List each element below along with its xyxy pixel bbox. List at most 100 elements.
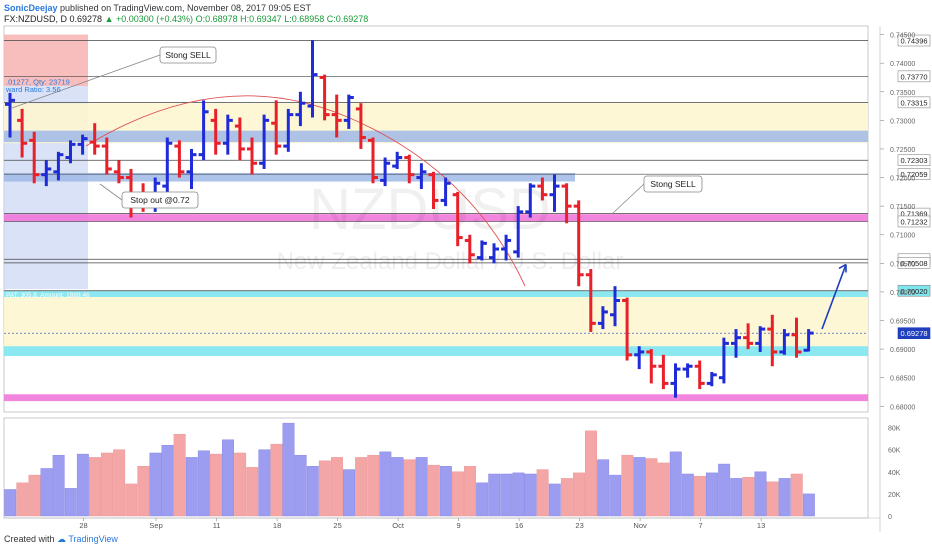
callout-strong-sell-1-pointer (11, 54, 161, 109)
created-with-text: Created with (4, 534, 55, 544)
volume-bar (802, 493, 815, 517)
volume-bar (464, 466, 476, 517)
volume-bar (331, 457, 343, 517)
level-price-box (897, 70, 931, 83)
volume-bar (585, 430, 597, 517)
volume-bar (282, 422, 295, 517)
x-tick-label: Sep (149, 521, 162, 530)
author-name[interactable]: SonicDeejay (4, 3, 58, 13)
volume-bar (790, 473, 803, 517)
open-value: O:0.68978 (195, 14, 238, 24)
position-profit-zone (4, 34, 88, 87)
watermark-ticker: NZDUSD (309, 177, 551, 242)
price-tick-label: 0.73000 (890, 118, 915, 125)
level-price-box (897, 284, 931, 297)
volume-bar (609, 474, 622, 517)
volume-bar (355, 457, 368, 517)
level-price-label: 0.72059 (900, 170, 927, 179)
price-tick-label: 0.74500 (890, 33, 915, 40)
horizontal-levels (4, 40, 868, 334)
callout-strong-sell-2-pointer (611, 183, 645, 215)
x-tick-label: 25 (333, 521, 341, 530)
volume-tick-label: 60K (888, 448, 901, 455)
volume-bar (512, 472, 525, 517)
volume-bar (76, 453, 89, 517)
level-price-label: 0.74396 (900, 37, 927, 46)
price-change: ▲ +0.00300 (+0.43%) (104, 14, 194, 24)
level-price-box (897, 168, 931, 180)
level-price-box (897, 154, 931, 167)
position-ratio-label: ward Ratio: 3.56 (5, 85, 61, 94)
level-price-label: 0.70508 (900, 259, 927, 268)
callout-stop-out-text: Stop out @0.72 (130, 195, 189, 205)
volume-bar (452, 471, 464, 517)
volume-bar (524, 473, 537, 517)
forecast-arrow (821, 264, 847, 330)
volume-bar (52, 454, 65, 517)
price-tick-label: 0.68000 (890, 404, 915, 411)
close-value: C:0.69278 (326, 14, 369, 24)
volume-bar (706, 472, 718, 517)
volume-bar (427, 464, 440, 517)
volume-bar (766, 481, 779, 517)
level-price-label: 0.70020 (900, 287, 927, 296)
tradingview-link[interactable]: TradingView (68, 534, 118, 544)
price-tick-label: 0.71500 (890, 204, 915, 211)
magenta-band-upper (4, 214, 868, 222)
volume-bar (379, 451, 392, 517)
volume-bar (185, 457, 198, 517)
chart-axes: 0.74396 0.73770 0.73315 0.72303 0.72059 0.713… (4, 26, 931, 532)
ohlc-bars (5, 40, 814, 398)
volume-bar (222, 439, 235, 517)
price-tick-label: 0.69000 (890, 347, 915, 354)
volume-bar (694, 475, 706, 517)
cyan-band-upper (4, 290, 868, 298)
volume-bar (16, 482, 29, 517)
volume-bar (488, 473, 501, 517)
volume-bar (28, 474, 41, 517)
volume-bar (536, 469, 549, 517)
level-price-label: 0.71232 (900, 217, 927, 226)
volume-bar (4, 489, 17, 517)
volume-bar (318, 460, 331, 517)
arc-drawing (85, 95, 526, 287)
volume-bar (548, 483, 561, 517)
x-tick-label: Nov (633, 521, 647, 530)
level-price-box (897, 34, 931, 47)
volume-tick-label: 0 (888, 514, 892, 521)
volume-bar (573, 472, 585, 517)
price-chart[interactable]: NZDUSD New Zealand Dollar / U.S. Dollar … (0, 24, 932, 532)
symbol-info: FX:NZDUSD, D 0.69278 ▲ +0.00300 (+0.43%)… (4, 14, 368, 24)
volume-bar (500, 473, 513, 517)
volume-bar (40, 468, 53, 517)
level-price-label: 0.72303 (900, 156, 927, 165)
volume-bar (125, 483, 138, 517)
level-price-label: 0.73770 (900, 72, 927, 81)
x-tick-label: Oct (392, 521, 405, 530)
watermark-name: New Zealand Dollar / U.S. Dollar (277, 248, 624, 275)
level-price-label: 0.73315 (900, 98, 927, 107)
level-price-label: 0.69278 (900, 329, 927, 338)
callout-stop-out-pointer (99, 183, 123, 201)
volume-bar (403, 459, 416, 517)
x-tick-label: 13 (757, 521, 765, 530)
x-tick-label: 11 (213, 521, 221, 530)
tradingview-cloud-icon: ☁ (57, 534, 67, 544)
volume-bar (270, 443, 283, 517)
volume-bar (209, 453, 222, 517)
volume-bars (4, 422, 815, 517)
level-price-box (897, 257, 931, 269)
volume-bar (391, 457, 404, 517)
level-price-label: 0.71369 (900, 210, 927, 219)
volume-bar (560, 478, 573, 517)
volume-bar (113, 449, 126, 517)
volume-bar (64, 488, 77, 517)
x-tick-label: 28 (79, 521, 87, 530)
volume-bar (234, 452, 247, 517)
magenta-band-lower (4, 394, 868, 402)
callout-strong-sell-2-text: Stong SELL (650, 179, 696, 189)
level-price-box (897, 327, 931, 339)
volume-bar (367, 454, 380, 517)
symbol-label: FX:NZDUSD, D (4, 14, 67, 24)
high-value: H:0.69347 (240, 14, 282, 24)
